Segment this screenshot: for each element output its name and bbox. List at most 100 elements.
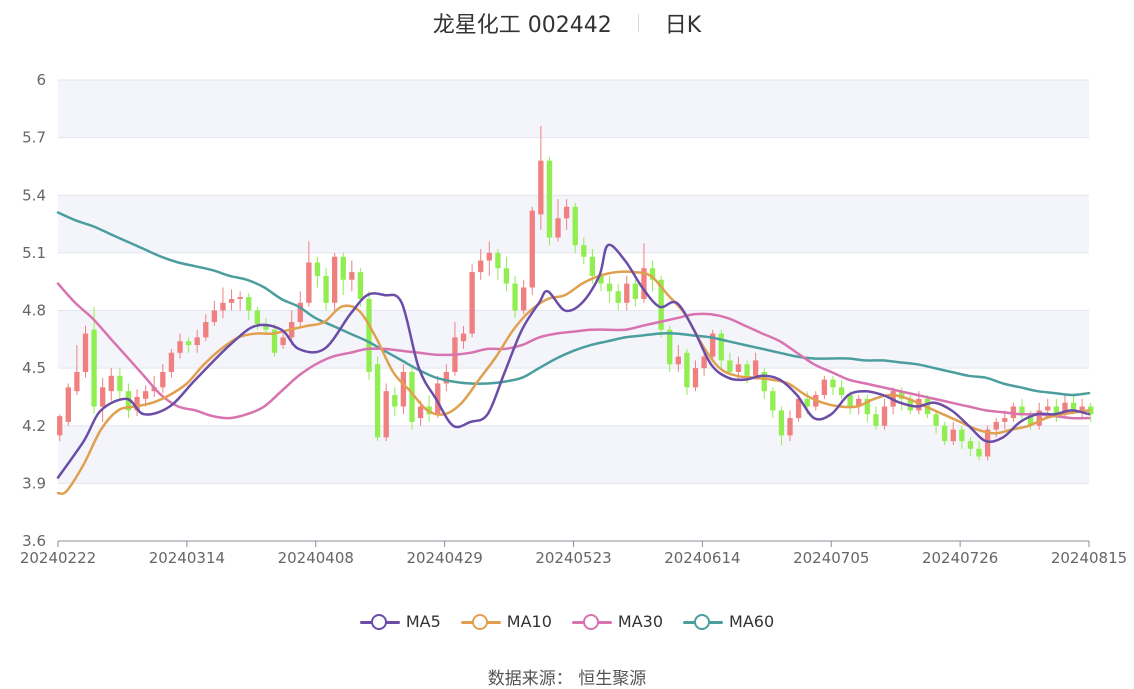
candle xyxy=(555,199,561,242)
candle-body xyxy=(460,333,467,342)
x-tick-label: 20240815 xyxy=(1051,549,1127,567)
period-label: 日K xyxy=(664,13,702,38)
candle-body xyxy=(847,395,853,407)
candle-body xyxy=(873,414,879,426)
candle-body xyxy=(400,371,407,407)
candle-body xyxy=(314,262,321,276)
candle-body xyxy=(787,418,793,436)
candle xyxy=(692,360,699,392)
legend-item-ma5[interactable]: MA5 xyxy=(359,612,441,631)
candle-body xyxy=(1019,406,1025,415)
candle xyxy=(933,410,939,434)
candle-body xyxy=(1070,402,1077,411)
candle-body xyxy=(546,160,553,238)
candle-body xyxy=(134,396,140,411)
candle xyxy=(280,329,286,349)
candle-body xyxy=(658,279,664,330)
candle-body xyxy=(435,383,441,415)
plot-band xyxy=(58,80,1089,138)
candle-body xyxy=(649,268,656,280)
legend-item-ma30[interactable]: MA30 xyxy=(571,612,663,631)
candle xyxy=(366,291,372,380)
candle-body xyxy=(838,387,845,396)
candle xyxy=(65,383,71,426)
candle xyxy=(100,377,106,422)
candle-body xyxy=(177,341,183,353)
legend-marker xyxy=(694,613,711,630)
y-tick-label: 4.2 xyxy=(22,417,46,435)
candle-body xyxy=(959,429,965,442)
y-tick-label: 3.9 xyxy=(22,474,46,492)
candle xyxy=(1036,402,1042,430)
y-tick-label: 5.1 xyxy=(22,244,46,262)
candle xyxy=(108,368,114,401)
candle-body xyxy=(555,218,561,238)
candle-body xyxy=(237,297,243,299)
candle xyxy=(194,329,200,353)
candle-body xyxy=(529,210,535,288)
candle-body xyxy=(228,298,235,303)
candle-body xyxy=(727,360,733,372)
candle xyxy=(134,389,140,417)
x-tick-label: 20240523 xyxy=(535,549,611,567)
candle xyxy=(331,252,338,311)
candle-body xyxy=(495,252,501,269)
candle-body xyxy=(804,398,810,407)
candlestick-chart: 3.6 3.9 4.2 4.5 4.8 5.1 5.4 5.7 6 20240222 2024031… xyxy=(20,71,1127,567)
candle xyxy=(1010,402,1017,422)
candle-body xyxy=(744,364,750,376)
candle xyxy=(761,368,767,399)
candle-body xyxy=(160,371,166,388)
candle-body xyxy=(675,356,681,365)
candle xyxy=(1019,398,1025,422)
plot-band xyxy=(58,310,1089,369)
y-tick-label: 3.6 xyxy=(22,532,46,550)
candle-body xyxy=(581,245,587,257)
candle xyxy=(117,368,123,399)
candle xyxy=(864,395,870,422)
candle xyxy=(91,306,97,415)
title-divider xyxy=(637,14,639,32)
chart-title: 龙星化工 002442 日K xyxy=(0,8,1134,38)
candle xyxy=(478,249,484,280)
legend-label: MA5 xyxy=(405,612,441,631)
candle-body xyxy=(374,364,381,438)
candle-body xyxy=(589,256,596,276)
candle xyxy=(374,356,381,442)
candle-body xyxy=(1002,418,1008,422)
candle xyxy=(460,325,467,349)
legend-item-ma10[interactable]: MA10 xyxy=(460,612,552,631)
candle xyxy=(74,345,80,396)
candle-body xyxy=(91,329,97,407)
candle xyxy=(821,375,828,399)
candle xyxy=(503,256,510,292)
candle-body xyxy=(1027,414,1034,426)
candle xyxy=(718,329,724,369)
x-tick-label: 20240408 xyxy=(278,549,354,567)
candle xyxy=(959,425,965,449)
candle xyxy=(606,275,613,303)
legend-item-ma60[interactable]: MA60 xyxy=(683,612,774,631)
candle-body xyxy=(967,441,974,449)
candle-body xyxy=(443,371,450,384)
candle-body xyxy=(409,371,415,422)
candle-body xyxy=(331,256,338,303)
candle xyxy=(881,398,888,430)
candle-body xyxy=(993,421,999,430)
candle xyxy=(529,206,535,296)
plot-band xyxy=(58,425,1089,484)
x-tick-label: 20240726 xyxy=(922,549,998,567)
legend-marker xyxy=(370,613,387,630)
candle xyxy=(82,325,89,378)
candle xyxy=(1053,398,1060,422)
candle xyxy=(778,406,785,445)
x-tick-label: 20240614 xyxy=(664,549,740,567)
data-source: 数据来源： 恒生聚源 xyxy=(487,669,647,689)
candle-body xyxy=(950,429,956,442)
legend-swatch xyxy=(683,613,724,630)
candle xyxy=(830,375,836,396)
candle xyxy=(967,437,974,457)
x-tick-label: 20240314 xyxy=(149,549,225,567)
candle-body xyxy=(117,375,123,392)
candle xyxy=(710,329,716,361)
